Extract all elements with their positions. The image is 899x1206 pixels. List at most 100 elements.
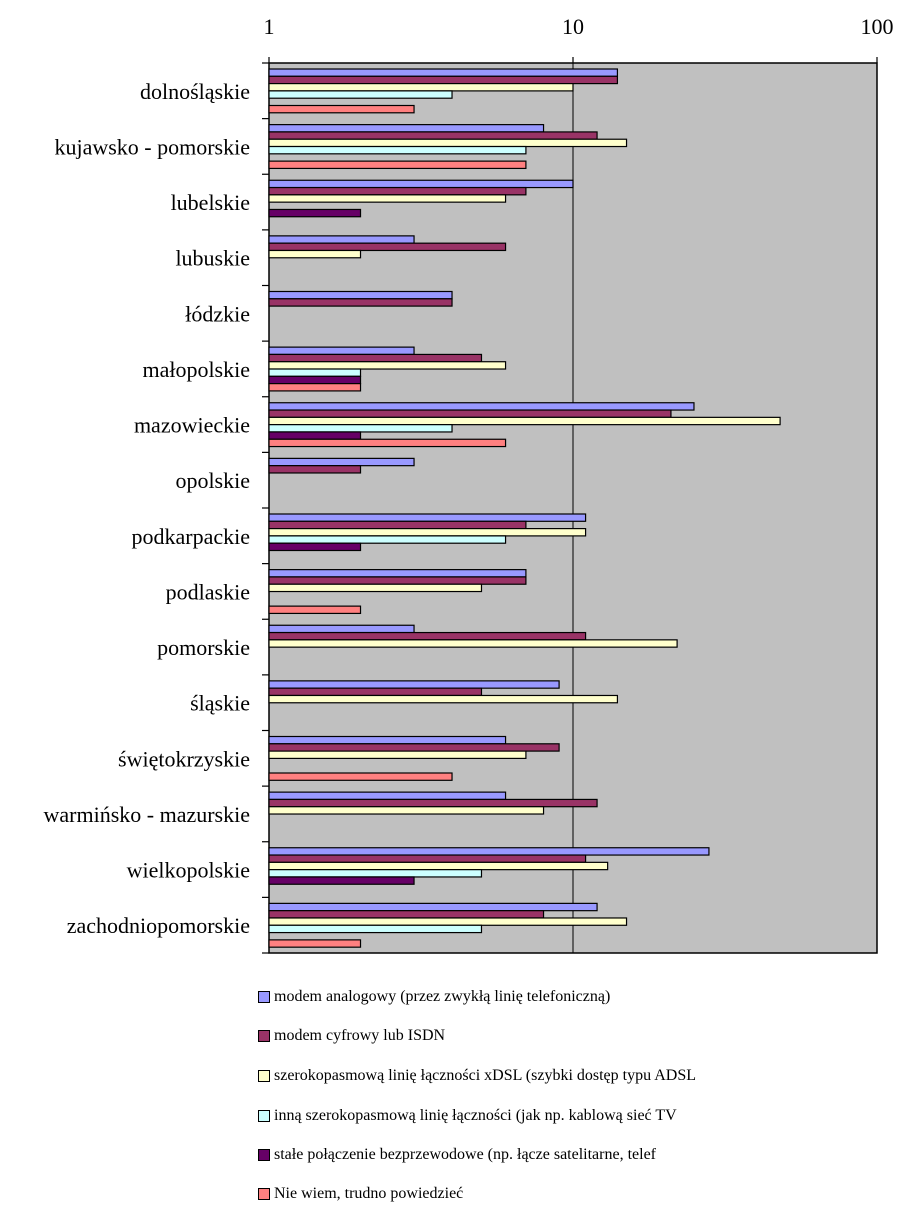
legend-item: modem analogowy (przez zwykłą linię tele…	[258, 985, 610, 1009]
bar	[268, 520, 527, 530]
bar	[268, 290, 453, 300]
bar	[268, 542, 362, 552]
bar	[268, 131, 598, 140]
legend-swatch	[258, 1149, 270, 1161]
category-label: zachodniopomorskie	[67, 913, 250, 938]
bar	[268, 416, 781, 426]
category-label: podlaskie	[166, 579, 250, 604]
bar	[268, 353, 483, 363]
bar	[268, 431, 362, 440]
bar	[268, 402, 695, 411]
legend-label: stałe połączenie bezprzewodowe (np. łącz…	[274, 1146, 657, 1163]
bar	[268, 639, 678, 648]
bar	[268, 535, 507, 544]
bar	[268, 104, 415, 114]
x-tick-label: 10	[562, 14, 584, 39]
bar	[268, 791, 507, 801]
x-tick-label: 1	[264, 14, 275, 39]
bar	[268, 145, 527, 155]
legend-item: Nie wiem, trudno powiedzieć	[258, 1182, 463, 1206]
axes	[262, 57, 878, 954]
bar	[268, 346, 415, 356]
category-label: mazowieckie	[134, 413, 250, 438]
category-label: małopolskie	[142, 357, 250, 382]
category-label: kujawsko - pomorskie	[54, 134, 250, 159]
bar	[268, 75, 619, 85]
legend-label: szerokopasmową linię łączności xDSL (szy…	[274, 1067, 696, 1084]
bar	[268, 361, 507, 370]
bar	[268, 124, 545, 133]
bar	[268, 939, 362, 948]
legend-swatch	[258, 1110, 270, 1122]
bar	[268, 902, 598, 912]
bar	[268, 409, 672, 418]
bar	[268, 160, 527, 170]
bar	[268, 457, 415, 467]
bar	[268, 138, 628, 148]
bar	[268, 90, 453, 99]
bar	[268, 576, 527, 585]
legend-item: stałe połączenie bezprzewodowe (np. łącz…	[258, 1143, 656, 1167]
bar	[268, 569, 527, 578]
bar	[268, 806, 545, 815]
bar	[268, 298, 453, 307]
bar	[268, 513, 587, 522]
bar	[268, 368, 362, 377]
bar	[268, 235, 415, 244]
legend-swatch	[258, 991, 270, 1003]
category-label: śląskie	[190, 691, 250, 716]
bar	[268, 208, 362, 218]
bar	[268, 624, 415, 634]
bar	[268, 631, 587, 641]
bar	[268, 82, 574, 92]
category-label: wielkopolskie	[127, 858, 250, 883]
bar	[268, 527, 587, 537]
bar	[268, 917, 628, 926]
bar	[268, 798, 598, 808]
bar	[268, 194, 507, 203]
category-label: pomorskie	[157, 635, 250, 660]
bar	[268, 465, 362, 474]
bar	[268, 910, 545, 919]
legend-item: inną szerokopasmową linię łączności (jak…	[258, 1104, 677, 1128]
legend-label: modem cyfrowy lub ISDN	[274, 1027, 446, 1044]
bar-chart: 1 10 100 dolnośląskie kujawsko - pomorskie l…	[44, 14, 894, 954]
category-label: łódzkie	[185, 301, 250, 326]
bar	[268, 876, 415, 885]
legend-label: inną szerokopasmową linię łączności (jak…	[274, 1107, 677, 1124]
bar	[268, 680, 560, 689]
legend-swatch	[258, 1070, 270, 1082]
category-label: dolnośląskie	[140, 79, 250, 104]
bar	[268, 583, 483, 593]
bar	[268, 861, 609, 871]
legend-item: modem cyfrowy lub ISDN	[258, 1024, 445, 1048]
x-tick-label: 100	[861, 14, 894, 39]
bar	[268, 735, 507, 745]
bar	[268, 249, 362, 259]
bar	[268, 242, 507, 252]
bar	[268, 854, 587, 863]
bar	[268, 438, 507, 448]
category-label: opolskie	[175, 468, 250, 493]
bar	[268, 772, 453, 781]
category-labels: dolnośląskie kujawsko - pomorskie lubelski…	[44, 79, 251, 938]
bar	[268, 743, 560, 752]
bar	[268, 383, 362, 392]
legend-label: modem analogowy (przez zwykłą linię tele…	[274, 988, 611, 1005]
category-label: podkarpackie	[132, 524, 251, 549]
legend-swatch	[258, 1188, 270, 1200]
bar	[268, 750, 527, 759]
bar	[268, 179, 574, 189]
legend-label: Nie wiem, trudno powiedzieć	[274, 1185, 464, 1202]
bar	[268, 869, 483, 878]
bar	[268, 847, 710, 856]
bar	[268, 924, 483, 934]
category-label: świętokrzyskie	[118, 746, 250, 771]
bar	[268, 424, 453, 433]
bar	[268, 694, 619, 704]
legend-swatch	[258, 1030, 270, 1042]
x-tick-labels: 1 10 100	[264, 14, 894, 39]
bar	[268, 687, 483, 697]
bar	[268, 68, 619, 77]
category-label: lubuskie	[175, 246, 250, 271]
